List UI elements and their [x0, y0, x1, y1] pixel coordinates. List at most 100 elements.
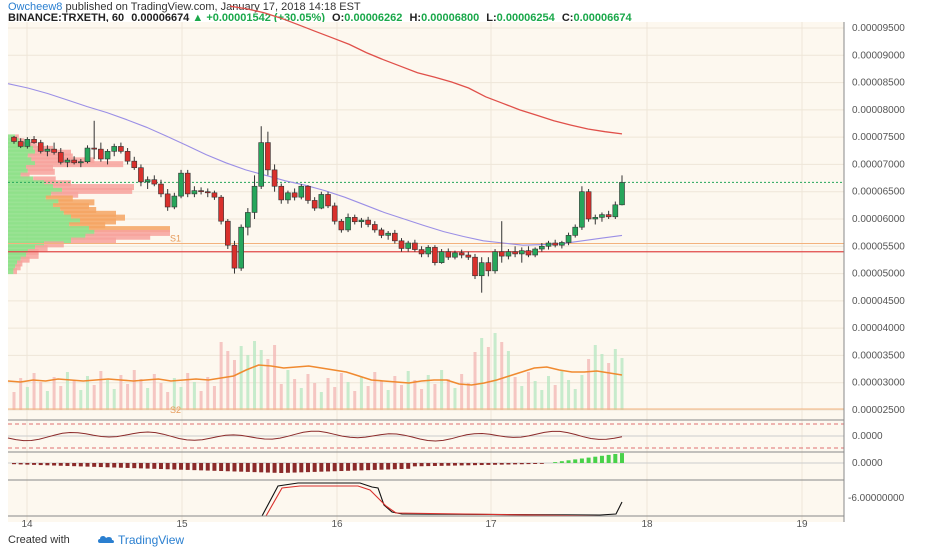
tradingview-logo[interactable]: TradingView: [98, 533, 184, 547]
macd-bar: [179, 463, 184, 470]
volume-bar: [32, 373, 36, 410]
macd-bar: [339, 463, 344, 472]
macd-bar: [566, 460, 571, 463]
macd-bar: [212, 463, 217, 471]
symbol-label[interactable]: BINANCE:TRXETH, 60: [8, 12, 125, 24]
tradingview-cloud-icon: [98, 536, 114, 543]
volume-profile-bar-down: [26, 252, 39, 259]
volume-bar: [506, 351, 510, 410]
volume-bar: [313, 383, 317, 410]
author-link[interactable]: Owcheew8: [8, 1, 63, 13]
candle-body: [398, 240, 405, 249]
candle-body: [31, 139, 37, 143]
volume-bars: [7, 333, 624, 410]
macd-pane: [8, 451, 844, 473]
volume-bar: [513, 377, 517, 410]
volume-bar: [426, 375, 430, 410]
volume-profile-bar-up: [8, 245, 35, 252]
volume-bar: [333, 387, 337, 410]
volume-bar: [166, 392, 170, 410]
volume-profile-bar-down: [26, 164, 53, 171]
volume-ma-line: [7, 364, 623, 386]
macd-bar: [446, 463, 451, 466]
volume-profile-bar-up: [8, 222, 70, 229]
price-axis[interactable]: 0.00009500 0.00009000 0.00008500 0.00008000…: [843, 22, 905, 522]
macd-axis-label: 0.0000: [852, 458, 883, 469]
candle-body: [251, 185, 258, 213]
macd-bar: [526, 463, 531, 465]
volume-bar: [613, 349, 617, 410]
volume-profile-bar-up: [8, 142, 25, 149]
volume-profile-bar-up: [8, 199, 59, 206]
volume-bar: [159, 383, 163, 410]
volume-bar: [286, 370, 290, 410]
volume-bar: [266, 359, 270, 410]
volume-bar: [346, 382, 350, 410]
volume-bar: [386, 390, 390, 410]
volume-profile-bar-up: [8, 268, 14, 275]
volume-profile-bar-down: [71, 214, 125, 221]
volume-bar: [19, 378, 23, 410]
volume-profile-bar-up: [8, 168, 28, 175]
moving-averages: [7, 5, 623, 246]
volume-bar: [366, 386, 370, 410]
candle-body: [298, 185, 305, 198]
volume-profile-bar-up: [8, 206, 61, 213]
macd-bar: [92, 463, 97, 467]
macd-bar: [513, 463, 518, 465]
stoch-pane: [8, 479, 844, 517]
macd-bar: [205, 463, 210, 471]
volume-bar: [199, 391, 203, 410]
macd-bar: [18, 463, 23, 465]
volume-profile-bar-up: [8, 203, 53, 210]
macd-bar: [386, 463, 391, 470]
volume-bar: [607, 363, 611, 410]
macd-bar: [620, 453, 624, 463]
macd-bar: [199, 463, 204, 471]
volume-bar: [212, 386, 216, 410]
time-axis[interactable]: 14 15 16 17 18 19: [8, 515, 844, 530]
time-tick-label: 19: [796, 519, 808, 530]
candle-body: [91, 147, 97, 150]
volume-profile-bar-up: [8, 164, 26, 171]
volume-profile-bar-down: [24, 142, 37, 149]
volume-bar: [540, 390, 544, 410]
s1-label: S1: [170, 234, 181, 244]
macd-bar: [452, 463, 457, 466]
volume-profile-bar-down: [53, 203, 89, 210]
volume-bar: [393, 376, 397, 410]
volume-profile-bar-up: [8, 252, 26, 259]
volume-profile-bar-down: [71, 237, 116, 244]
macd-bar: [392, 463, 397, 470]
volume-profile-bar-down: [15, 264, 21, 271]
candle-body: [445, 251, 452, 258]
price-tick-label: 0.00005000: [852, 269, 905, 280]
volume-profile-bar-down: [85, 233, 151, 240]
volume-bar: [413, 380, 417, 410]
candle-body: [358, 219, 365, 223]
volume-bar: [466, 383, 470, 410]
volume-bar: [520, 386, 524, 410]
macd-bar: [486, 463, 491, 465]
close-label: C:: [561, 12, 574, 24]
macd-bar: [459, 463, 464, 466]
time-tick-label: 16: [331, 519, 343, 530]
macd-bar: [473, 463, 478, 466]
price-tick-label: 0.00004500: [852, 296, 905, 307]
candle-body: [164, 193, 171, 208]
volume-bar: [560, 371, 564, 410]
volume-profile-bar-down: [20, 256, 30, 263]
volume-bar: [620, 358, 624, 410]
volume-profile-bar-down: [60, 206, 97, 213]
volume-bar: [25, 387, 29, 410]
volume-bar: [533, 381, 537, 410]
volume-profile-bar-up: [8, 172, 21, 179]
macd-bar: [158, 463, 163, 470]
candles[interactable]: [11, 120, 625, 293]
volume-profile: [8, 134, 170, 275]
candle-body: [138, 167, 144, 183]
close-value: 0.00006674: [573, 12, 632, 24]
ohlc-legend: BINANCE:TRXETH, 60 0.00006674 ▲ +0.00001…: [8, 12, 632, 24]
volume-bar: [45, 391, 49, 410]
